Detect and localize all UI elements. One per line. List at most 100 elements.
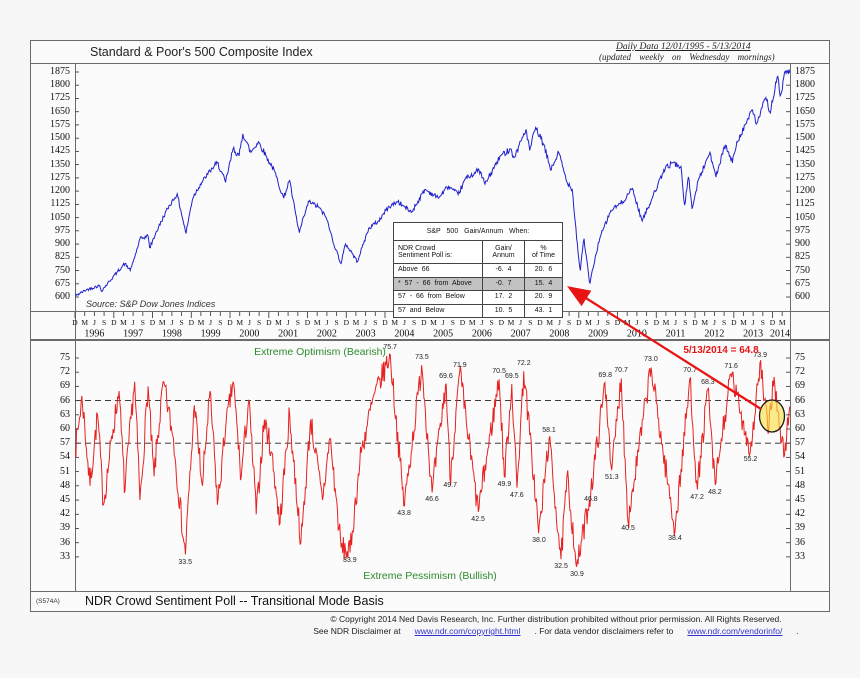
- y-tick-label: 45: [28, 494, 70, 505]
- data-point-value-label: 58.1: [535, 427, 563, 434]
- data-point-value-label: 71.9: [446, 362, 474, 369]
- month-tick-label: S: [257, 318, 261, 327]
- month-tick-label: D: [305, 318, 311, 327]
- y-tick-label: 42: [28, 508, 70, 519]
- month-tick-label: D: [150, 318, 156, 327]
- month-tick-label: S: [490, 318, 494, 327]
- data-point-value-label: 70.7: [676, 367, 704, 374]
- month-tick-label: J: [209, 318, 212, 327]
- data-point-value-label: 73.5: [408, 354, 436, 361]
- data-point-value-label: 40.5: [614, 525, 642, 532]
- y-tick-label: 900: [792, 238, 837, 249]
- month-tick-label: J: [519, 318, 522, 327]
- month-tick-label: M: [120, 318, 127, 327]
- year-tick-label: 1998: [162, 329, 182, 340]
- y-tick-label: 48: [28, 480, 70, 491]
- data-point-value-label: 73.9: [746, 352, 774, 359]
- vendorinfo-link[interactable]: www.ndr.com/vendorinfo/: [687, 626, 782, 636]
- year-tick-label: 2004: [394, 329, 414, 340]
- y-tick-label: 48: [792, 480, 837, 491]
- year-tick-label: 2000: [239, 329, 259, 340]
- data-point-value-label: 33.9: [336, 557, 364, 564]
- extreme-pessimism-label: Extreme Pessimism (Bullish): [310, 570, 550, 582]
- year-tick-label: 2005: [433, 329, 453, 340]
- data-point-value-label: 46.8: [577, 496, 605, 503]
- data-point-value-label: 71.6: [717, 363, 745, 370]
- year-tick-label: 1999: [201, 329, 221, 340]
- chart-sheet: Standard & Poor's 500 Composite Index Da…: [0, 0, 860, 678]
- table-pct-value: 20. 6: [525, 264, 562, 278]
- month-tick-label: D: [537, 318, 543, 327]
- table-row-label: Above 66: [394, 264, 482, 278]
- copyright-line: © Copyright 2014 Ned Davis Research, Inc…: [250, 613, 860, 625]
- table-pct-value: 15. 4: [525, 278, 562, 292]
- month-tick-label: J: [442, 318, 445, 327]
- month-tick-label: S: [102, 318, 106, 327]
- y-tick-label: 1500: [28, 132, 70, 143]
- y-tick-label: 72: [28, 366, 70, 377]
- month-tick-label: M: [159, 318, 166, 327]
- y-tick-label: 75: [792, 352, 837, 363]
- y-tick-label: 825: [28, 251, 70, 262]
- year-tick-label: 2006: [472, 329, 492, 340]
- month-tick-label: M: [81, 318, 88, 327]
- month-tick-label: S: [528, 318, 532, 327]
- month-tick-label: D: [344, 318, 350, 327]
- y-tick-label: 1650: [28, 106, 70, 117]
- month-tick-label: D: [460, 318, 466, 327]
- month-tick-label: J: [403, 318, 406, 327]
- disclaimer-end: .: [796, 626, 798, 636]
- month-tick-label: S: [180, 318, 184, 327]
- y-tick-label: 1050: [28, 212, 70, 223]
- year-tick-label: 2013: [743, 329, 763, 340]
- month-tick-label: M: [391, 318, 398, 327]
- bottom-chart-title: NDR Crowd Sentiment Poll -- Transitional…: [85, 594, 384, 608]
- month-tick-label: S: [683, 318, 687, 327]
- y-tick-label: 750: [792, 265, 837, 276]
- table-row-label: 57 - 66 from Below: [394, 291, 482, 305]
- y-tick-label: 57: [28, 437, 70, 448]
- daily-data-range-label: Daily Data 12/01/1995 - 5/13/2014: [616, 42, 751, 52]
- y-tick-label: 1650: [792, 106, 837, 117]
- month-tick-label: D: [421, 318, 427, 327]
- table-pct-value: 20. 9: [525, 291, 562, 305]
- month-tick-label: M: [236, 318, 243, 327]
- month-tick-label: J: [635, 318, 638, 327]
- y-tick-label: 1125: [28, 198, 70, 209]
- year-tick-label: 2011: [666, 329, 686, 340]
- month-tick-label: M: [779, 318, 786, 327]
- y-tick-label: 1725: [792, 92, 837, 103]
- month-tick-label: M: [198, 318, 205, 327]
- y-tick-label: 900: [28, 238, 70, 249]
- month-tick-label: S: [412, 318, 416, 327]
- month-tick-label: J: [287, 318, 290, 327]
- y-tick-label: 1875: [792, 66, 837, 77]
- table-gain-value: 17. 2: [483, 291, 524, 305]
- month-tick-label: D: [654, 318, 660, 327]
- month-tick-label: S: [296, 318, 300, 327]
- data-point-value-label: 43.8: [390, 510, 418, 517]
- month-tick-label: D: [189, 318, 195, 327]
- year-tick-label: 2003: [356, 329, 376, 340]
- year-tick-label: 2010: [627, 329, 647, 340]
- month-tick-label: J: [248, 318, 251, 327]
- page-title: Standard & Poor's 500 Composite Index: [90, 45, 313, 59]
- footer: © Copyright 2014 Ned Davis Research, Inc…: [250, 613, 860, 637]
- month-tick-label: S: [141, 318, 145, 327]
- copyright-link[interactable]: www.ndr.com/copyright.html: [415, 626, 521, 636]
- y-tick-label: 72: [792, 366, 837, 377]
- y-tick-label: 75: [28, 352, 70, 363]
- y-tick-label: 750: [28, 265, 70, 276]
- y-tick-label: 51: [792, 466, 837, 477]
- year-tick-label: 2012: [704, 329, 724, 340]
- y-tick-label: 675: [792, 278, 837, 289]
- year-tick-label: 2002: [317, 329, 337, 340]
- month-tick-label: M: [275, 318, 282, 327]
- y-tick-label: 975: [792, 225, 837, 236]
- month-tick-label: J: [597, 318, 600, 327]
- table-gain-value: -6. 4: [483, 264, 524, 278]
- data-point-value-label: 49.9: [490, 481, 518, 488]
- y-tick-label: 66: [28, 395, 70, 406]
- month-tick-label: D: [731, 318, 737, 327]
- month-tick-label: J: [752, 318, 755, 327]
